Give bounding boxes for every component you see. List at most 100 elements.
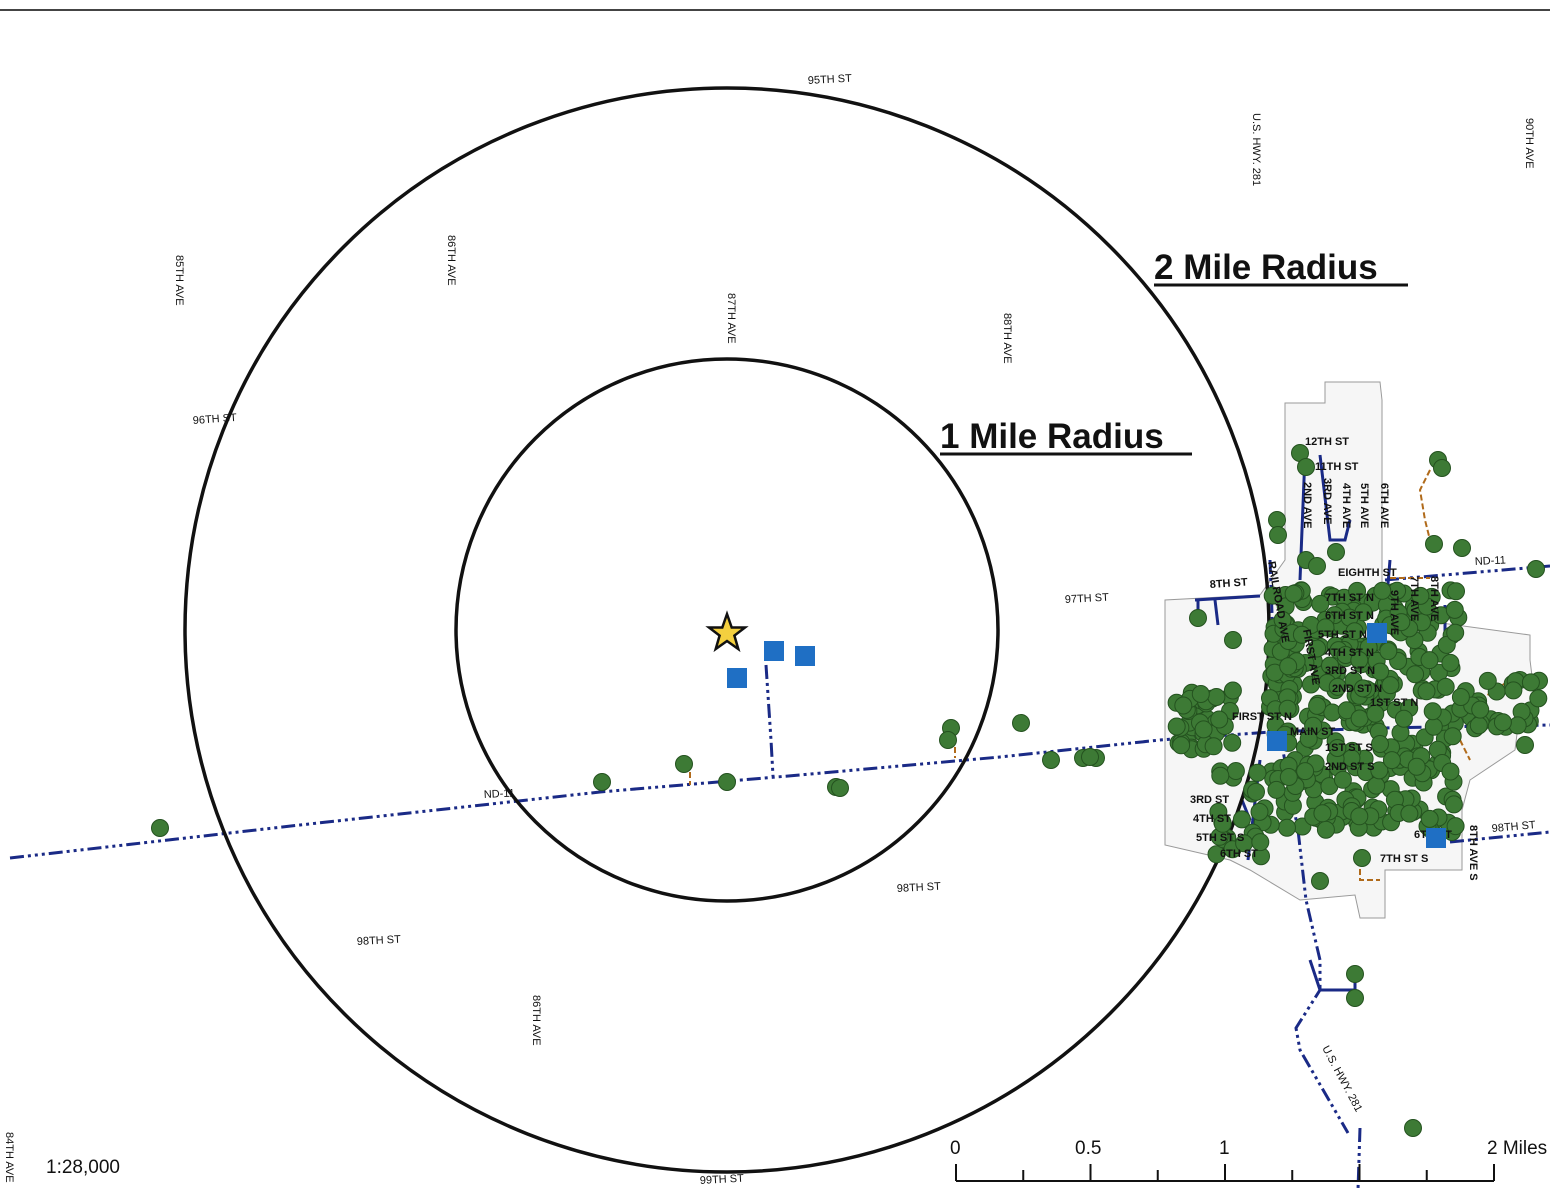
street-label: ND-11 <box>1475 554 1507 568</box>
tree-circle-icon <box>1345 622 1364 641</box>
town-street-label: 2ND AVE <box>1301 482 1313 528</box>
street-label: 88TH AVE <box>1001 313 1013 364</box>
ring-2-mile-label-group: 2 Mile Radius <box>1154 248 1408 287</box>
town-street-label: 4TH AVE <box>1340 483 1352 528</box>
street-label: 86TH AVE <box>530 995 542 1046</box>
tree-circle-icon <box>1194 720 1213 739</box>
street-label: 98TH ST <box>357 934 402 948</box>
tree-circle-icon <box>1411 586 1430 605</box>
tree-circle-icon <box>1191 685 1210 703</box>
ring-1-mile-label-group: 1 Mile Radius <box>940 417 1192 456</box>
tree-circle-icon <box>1207 688 1226 706</box>
road-stub-south <box>1356 1127 1362 1190</box>
tree-circle-icon <box>1296 762 1315 781</box>
ring-1-mile <box>454 357 1000 903</box>
street-label: 99TH ST <box>700 1173 745 1187</box>
tree-circle-icon <box>1367 776 1386 795</box>
tree-circle-icon <box>1299 729 1318 748</box>
well-square-icon <box>1426 828 1446 848</box>
tree-circle-icon <box>1224 631 1242 649</box>
road-stub-north <box>764 664 775 777</box>
tree-circle-icon <box>1167 717 1186 736</box>
tree-circle-icon <box>1529 689 1548 708</box>
tree-circle-icon <box>1268 511 1286 529</box>
tree-circle-icon <box>1392 613 1411 632</box>
tree-circle-icon <box>1444 795 1463 814</box>
tree-circle-icon <box>718 773 736 791</box>
service-line <box>1359 860 1380 881</box>
tree-circle-icon <box>1223 681 1242 700</box>
tree-circle-icon <box>1278 699 1297 718</box>
site-star-icon <box>705 610 749 653</box>
tree-circle-icon <box>1207 845 1226 864</box>
tree-circle-icon <box>1447 582 1465 601</box>
street-label: 85TH AVE <box>173 255 185 306</box>
tree-circle-icon <box>1210 710 1229 729</box>
well-square-icon <box>1267 731 1287 751</box>
ring-1-mile-label: 1 Mile Radius <box>940 417 1164 456</box>
tree-circle-icon <box>1394 709 1413 728</box>
tree-circle-icon <box>1316 618 1335 637</box>
tree-circle-icon <box>1337 701 1356 720</box>
tree-circle-icon <box>1308 696 1327 715</box>
tree-circle-icon <box>1406 665 1425 684</box>
tree-circle-icon <box>1081 748 1099 766</box>
tree-circle-icon <box>1346 965 1364 983</box>
tree-circle-icon <box>1353 849 1371 867</box>
tree-circle-icon <box>1370 761 1389 780</box>
street-label: 98TH ST <box>897 881 942 895</box>
tree-circle-icon <box>1441 762 1460 781</box>
street-label: 86TH AVE <box>445 235 457 286</box>
tree-circle-icon <box>1420 809 1439 828</box>
town-street-label: FIRST ST N <box>1232 711 1292 723</box>
tree-circle-icon <box>939 731 957 749</box>
scale-bar-ticks <box>955 1164 1495 1181</box>
tree-circle-icon <box>1350 709 1369 728</box>
town-street-label: 5TH ST S <box>1196 832 1244 844</box>
town-street-label: 8TH AVE <box>1428 576 1440 621</box>
scale-ratio: 1:28,000 <box>46 1157 120 1178</box>
tree-circle-icon <box>1273 611 1292 629</box>
town-street-label: 5TH AVE <box>1358 483 1370 528</box>
road-98th-east <box>1449 830 1550 844</box>
tree-circle-icon <box>831 779 849 797</box>
tree-circle-icon <box>1493 713 1512 732</box>
tree-circle-icon <box>1407 757 1426 776</box>
well-square-icon <box>727 668 747 688</box>
town-street-label: 4TH ST <box>1193 813 1231 825</box>
tree-circle-icon <box>1292 625 1311 644</box>
town-street-label: 12TH ST <box>1305 436 1349 448</box>
well-square-icon <box>764 641 784 661</box>
town-street-label: 6TH ST N <box>1325 610 1374 622</box>
tree-circle-icon <box>1308 557 1326 575</box>
town-street-label: 7TH ST N <box>1325 592 1374 604</box>
town-street-label: 1ST ST S <box>1325 742 1373 754</box>
tree-circle-icon <box>1211 766 1230 785</box>
town-street-label: 2ND ST S <box>1325 761 1375 773</box>
town-street-label: 3RD ST <box>1190 794 1229 806</box>
tree-circle-icon <box>1379 642 1398 661</box>
town-street-label: 7TH ST S <box>1380 853 1428 865</box>
tree-circle-icon <box>1251 833 1270 852</box>
tree-circle-icon <box>1311 872 1329 890</box>
tree-circle-icon <box>1445 600 1464 619</box>
tree-circle-icon <box>1297 458 1315 476</box>
tree-circle-icon <box>1400 804 1419 823</box>
scale-label-2-miles: 2 Miles <box>1487 1138 1547 1159</box>
tree-circle-icon <box>1333 770 1352 789</box>
tree-circle-icon <box>1446 817 1465 836</box>
tree-circle-icon <box>1321 656 1339 675</box>
town-street-label: MAIN ST <box>1290 726 1336 738</box>
tree-circle-icon <box>1436 677 1455 696</box>
tree-circle-icon <box>1278 818 1296 837</box>
street-label: 90TH AVE <box>1523 118 1535 169</box>
tree-circle-icon <box>1371 662 1390 681</box>
tree-circle-icon <box>1316 820 1335 839</box>
tree-circle-icon <box>1250 802 1269 821</box>
tree-circle-icon <box>1012 714 1030 732</box>
street-label: 95TH ST <box>808 73 853 87</box>
tree-circle-icon <box>1204 737 1223 756</box>
scale-label-0-5: 0.5 <box>1075 1138 1101 1159</box>
tree-circle-icon <box>1248 763 1267 782</box>
